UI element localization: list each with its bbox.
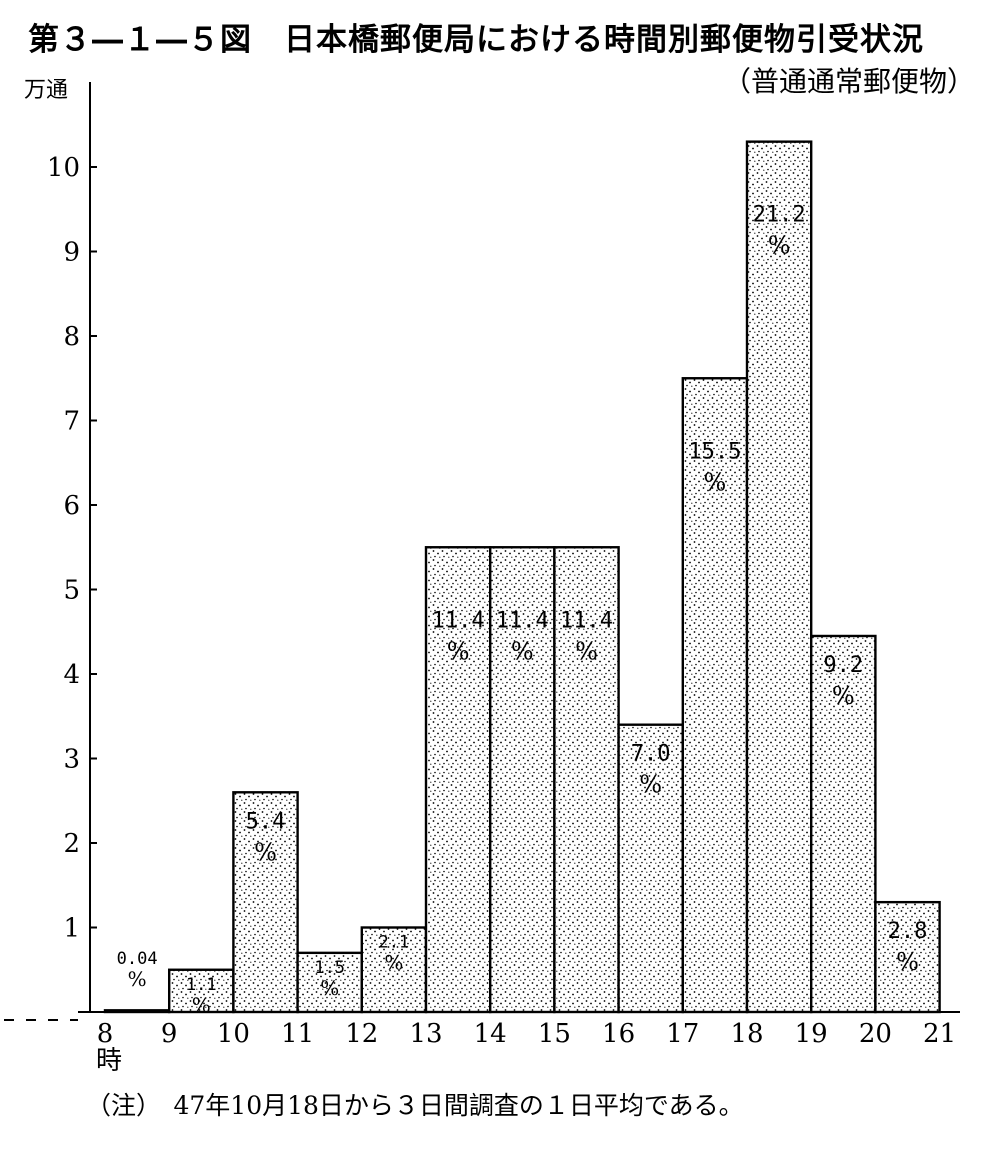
y-tick-label-6: 6 [63,491,80,521]
bar-19-20 [810,634,877,1014]
percent-value-18-19: 21.2 [753,203,806,228]
percent-sign-15-16: % [575,637,598,665]
percent-value-17-18: 15.5 [688,439,741,464]
x-tick-label-19: 19 [795,1019,828,1049]
percent-value-8-9: 0.04 [117,949,158,969]
bar-13-14 [424,546,492,1014]
bar-12-13 [360,926,428,1014]
percent-sign-12-13: % [384,951,403,975]
percent-value-12-13: 2.1 [379,933,410,953]
percent-sign-14-15: % [511,637,534,665]
x-tick-label-10: 10 [217,1019,250,1049]
y-tick-label-9: 9 [63,238,80,268]
x-tick-label-21: 21 [923,1019,956,1049]
y-tick-label-2: 2 [63,829,80,859]
chart-subtitle: （普通通常郵便物） [722,65,975,98]
percent-sign-18-19: % [768,232,791,260]
x-tick-label-11: 11 [281,1019,314,1049]
chart-title: 第３―１―５図 日本橋郵便局における時間別郵便物引受状況 [28,22,924,58]
x-tick-label-13: 13 [409,1019,442,1049]
x-tick-label-9: 9 [161,1019,178,1049]
x-tick-label-16: 16 [602,1019,635,1049]
x-tick-label-18: 18 [730,1019,763,1049]
x-tick-label-12: 12 [345,1019,378,1049]
percent-sign-19-20: % [832,682,855,710]
percent-value-10-11: 5.4 [246,809,286,834]
percent-sign-9-10: % [192,993,211,1017]
percent-value-15-16: 11.4 [560,608,613,633]
percent-sign-13-14: % [447,637,470,665]
y-tick-label-3: 3 [63,745,80,775]
percent-sign-16-17: % [639,771,662,799]
percent-value-13-14: 11.4 [432,608,485,633]
y-tick-label-7: 7 [63,407,80,437]
percent-value-19-20: 9.2 [823,653,863,678]
percent-sign-17-18: % [703,468,726,496]
bar-18-19 [745,140,813,1014]
y-tick-label-4: 4 [63,660,80,690]
percent-sign-20-21: % [896,948,919,976]
percent-sign-10-11: % [254,838,277,866]
bar-14-15 [489,546,556,1014]
percent-sign-11-12: % [320,976,339,1000]
x-tick-label-20: 20 [859,1019,892,1049]
bar-10-11 [232,791,299,1014]
x-axis-unit: 時 [96,1046,123,1076]
y-tick-label-1: 1 [63,914,80,944]
percent-value-9-10: 1.1 [186,975,217,995]
x-tick-label-14: 14 [474,1019,507,1049]
percent-value-20-21: 2.8 [888,919,928,944]
percent-value-11-12: 1.5 [314,958,345,978]
footnote: （注） 47年10月18日から３日間調査の１日平均である。 [86,1091,744,1120]
y-tick-label-8: 8 [63,322,80,352]
y-tick-label-5: 5 [63,576,80,606]
percent-value-16-17: 7.0 [631,742,671,767]
bar-16-17 [617,723,684,1014]
x-tick-label-8: 8 [97,1019,114,1049]
percent-value-14-15: 11.4 [496,608,549,633]
y-tick-label-10: 10 [47,153,80,183]
x-tick-label-15: 15 [538,1019,571,1049]
x-tick-label-17: 17 [666,1019,699,1049]
y-axis-unit: 万通 [24,78,69,103]
percent-sign-8-9: % [128,967,147,991]
